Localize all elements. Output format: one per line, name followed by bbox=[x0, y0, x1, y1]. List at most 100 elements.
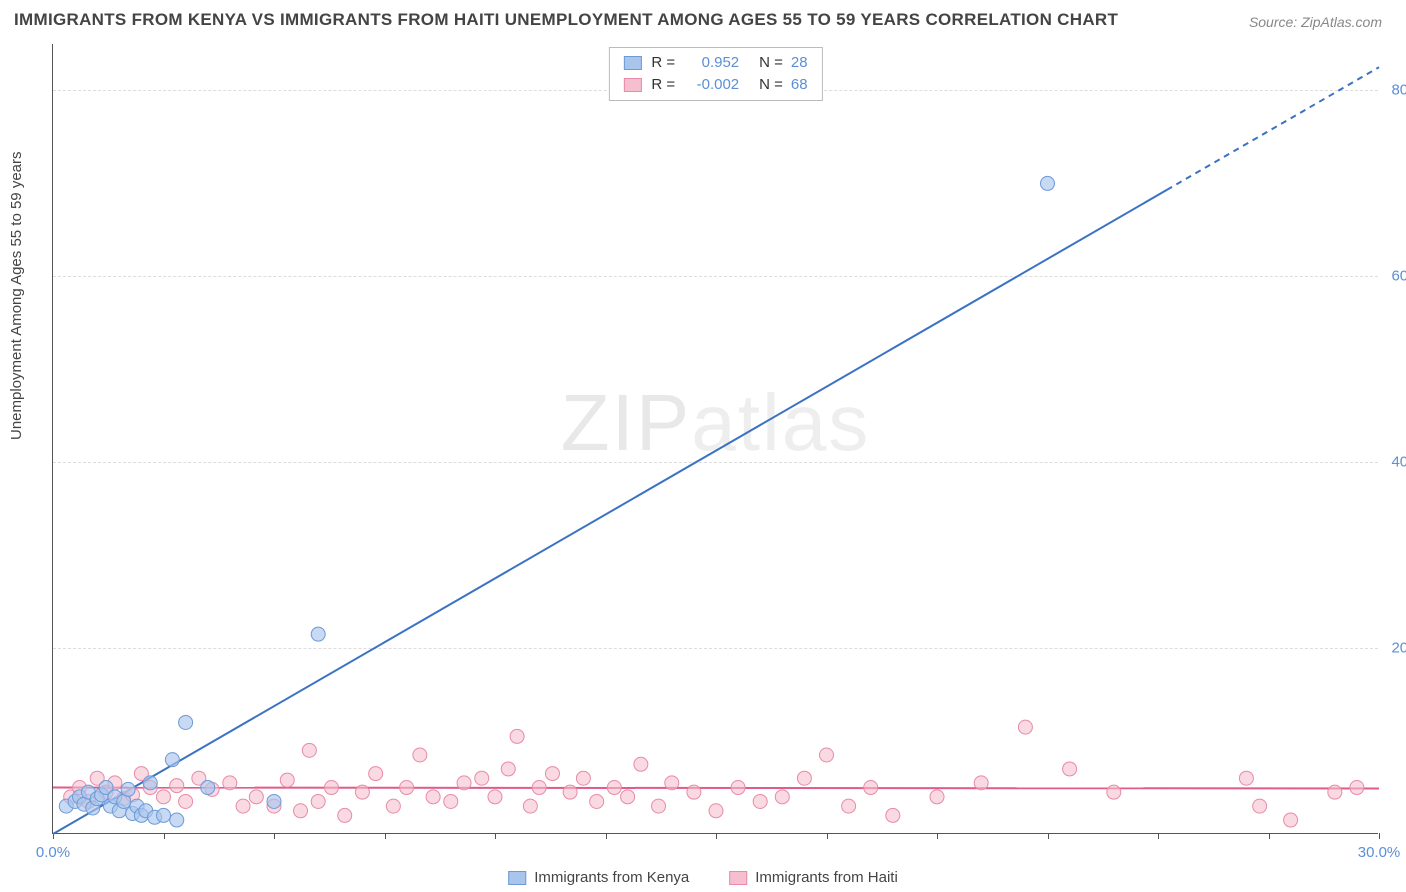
scatter-point bbox=[157, 808, 171, 822]
scatter-point bbox=[236, 799, 250, 813]
scatter-point bbox=[311, 794, 325, 808]
scatter-point bbox=[523, 799, 537, 813]
scatter-point bbox=[1253, 799, 1267, 813]
x-tick bbox=[385, 833, 386, 839]
scatter-point bbox=[170, 813, 184, 827]
y-tick-label: 60.0% bbox=[1391, 268, 1406, 285]
scatter-point bbox=[280, 773, 294, 787]
regression-line-solid bbox=[53, 190, 1167, 834]
y-tick-label: 80.0% bbox=[1391, 82, 1406, 99]
scatter-point bbox=[652, 799, 666, 813]
y-tick-label: 40.0% bbox=[1391, 454, 1406, 471]
x-tick bbox=[1158, 833, 1159, 839]
x-tick bbox=[716, 833, 717, 839]
scatter-point bbox=[709, 804, 723, 818]
y-tick-label: 20.0% bbox=[1391, 640, 1406, 657]
x-tick bbox=[827, 833, 828, 839]
legend-item-kenya: Immigrants from Kenya bbox=[508, 869, 689, 886]
scatter-point bbox=[143, 776, 157, 790]
scatter-point bbox=[179, 794, 193, 808]
scatter-point bbox=[457, 776, 471, 790]
legend-label-kenya: Immigrants from Kenya bbox=[534, 869, 689, 886]
scatter-point bbox=[501, 762, 515, 776]
scatter-point bbox=[563, 785, 577, 799]
scatter-point bbox=[634, 757, 648, 771]
scatter-point bbox=[576, 771, 590, 785]
x-tick bbox=[495, 833, 496, 839]
scatter-point bbox=[753, 794, 767, 808]
n-value-kenya: 28 bbox=[791, 52, 808, 74]
scatter-point bbox=[157, 790, 171, 804]
scatter-point bbox=[1041, 176, 1055, 190]
scatter-point bbox=[267, 794, 281, 808]
scatter-point bbox=[1284, 813, 1298, 827]
x-tick-label: 0.0% bbox=[36, 844, 70, 861]
scatter-point bbox=[311, 627, 325, 641]
legend-label-haiti: Immigrants from Haiti bbox=[755, 869, 898, 886]
scatter-point bbox=[607, 781, 621, 795]
scatter-point bbox=[400, 781, 414, 795]
scatter-point bbox=[179, 715, 193, 729]
r-label: R = bbox=[651, 52, 675, 74]
scatter-point bbox=[930, 790, 944, 804]
scatter-point bbox=[121, 782, 135, 796]
scatter-point bbox=[842, 799, 856, 813]
page-title: IMMIGRANTS FROM KENYA VS IMMIGRANTS FROM… bbox=[14, 10, 1118, 30]
n-label: N = bbox=[759, 74, 783, 96]
scatter-point bbox=[1239, 771, 1253, 785]
scatter-point bbox=[201, 781, 215, 795]
correlation-legend-box: R = 0.952 N = 28 R = -0.002 N = 68 bbox=[608, 47, 822, 101]
swatch-kenya bbox=[623, 56, 641, 70]
regression-lines-group bbox=[53, 67, 1379, 834]
scatter-point bbox=[590, 794, 604, 808]
x-tick-label: 30.0% bbox=[1358, 844, 1401, 861]
legend-row-haiti: R = -0.002 N = 68 bbox=[623, 74, 807, 96]
scatter-point bbox=[687, 785, 701, 799]
x-tick bbox=[1269, 833, 1270, 839]
scatter-point bbox=[386, 799, 400, 813]
scatter-point bbox=[488, 790, 502, 804]
scatter-point bbox=[886, 808, 900, 822]
chart-svg bbox=[53, 44, 1378, 833]
scatter-point bbox=[294, 804, 308, 818]
source-credit: Source: ZipAtlas.com bbox=[1249, 14, 1382, 30]
scatter-point bbox=[165, 753, 179, 767]
scatter-point bbox=[1063, 762, 1077, 776]
scatter-point bbox=[355, 785, 369, 799]
r-value-haiti: -0.002 bbox=[683, 74, 739, 96]
scatter-point bbox=[223, 776, 237, 790]
scatter-point bbox=[413, 748, 427, 762]
x-tick bbox=[606, 833, 607, 839]
scatter-point bbox=[1328, 785, 1342, 799]
scatter-point bbox=[820, 748, 834, 762]
scatter-point bbox=[1018, 720, 1032, 734]
swatch-haiti-icon bbox=[729, 871, 747, 885]
swatch-haiti bbox=[623, 78, 641, 92]
legend-row-kenya: R = 0.952 N = 28 bbox=[623, 52, 807, 74]
series-legend: Immigrants from Kenya Immigrants from Ha… bbox=[508, 869, 898, 886]
scatter-point bbox=[1350, 781, 1364, 795]
scatter-point bbox=[369, 767, 383, 781]
scatter-point bbox=[475, 771, 489, 785]
regression-line-solid bbox=[53, 788, 1379, 789]
scatter-point bbox=[864, 781, 878, 795]
scatter-point bbox=[775, 790, 789, 804]
y-axis-label: Unemployment Among Ages 55 to 59 years bbox=[8, 151, 25, 440]
scatter-point bbox=[510, 729, 524, 743]
x-tick bbox=[937, 833, 938, 839]
regression-line-dashed bbox=[1167, 67, 1379, 190]
x-tick bbox=[1379, 833, 1380, 839]
scatter-point bbox=[731, 781, 745, 795]
scatter-point bbox=[665, 776, 679, 790]
scatter-point bbox=[338, 808, 352, 822]
n-value-haiti: 68 bbox=[791, 74, 808, 96]
r-value-kenya: 0.952 bbox=[683, 52, 739, 74]
scatter-point bbox=[532, 781, 546, 795]
x-tick bbox=[164, 833, 165, 839]
x-tick bbox=[274, 833, 275, 839]
scatter-point bbox=[621, 790, 635, 804]
scatter-point bbox=[426, 790, 440, 804]
n-label: N = bbox=[759, 52, 783, 74]
scatter-point bbox=[444, 794, 458, 808]
chart-plot-area: ZIPatlas 20.0%40.0%60.0%80.0% 0.0%30.0% … bbox=[52, 44, 1378, 834]
